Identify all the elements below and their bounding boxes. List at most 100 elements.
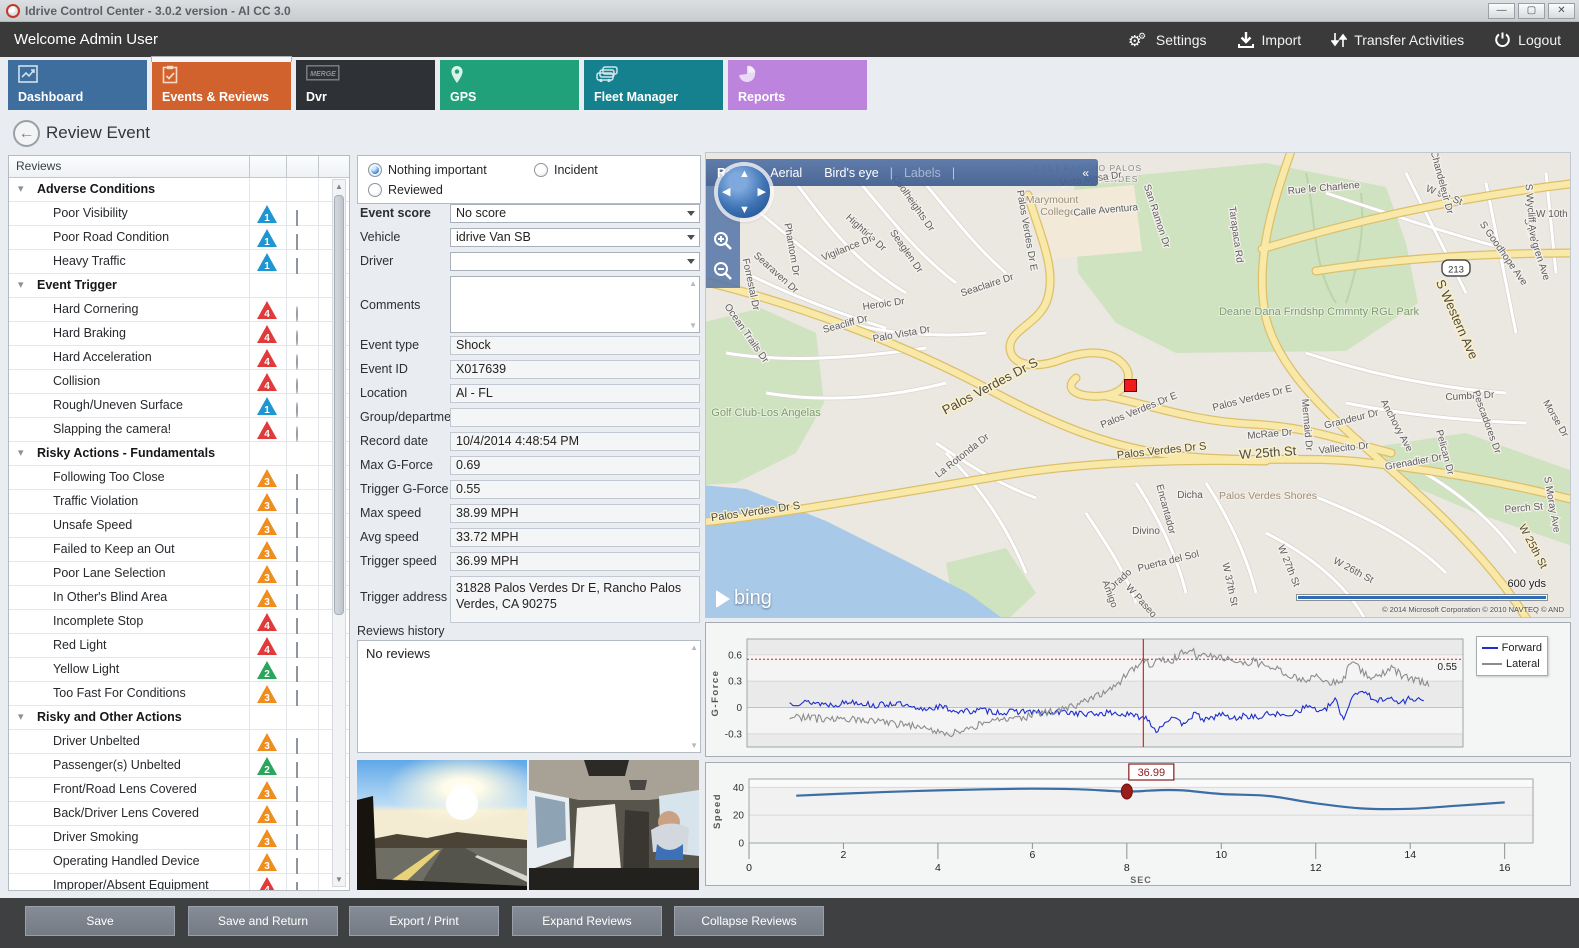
tree-item-row[interactable]: Red Light 4	[9, 634, 349, 658]
event-location-marker[interactable]	[1124, 379, 1137, 392]
tree-item-row[interactable]: Slapping the camera! 4	[9, 418, 349, 442]
tree-item-row[interactable]: Driver Smoking 3	[9, 826, 349, 850]
item-checkbox[interactable]	[296, 498, 298, 514]
save-and-return-button[interactable]: Save and Return	[188, 906, 338, 936]
tree-item-row[interactable]: Operating Handled Device 3	[9, 850, 349, 874]
map-style-bird-s-eye[interactable]: Bird's eye	[824, 165, 879, 180]
tree-item-row[interactable]: In Other's Blind Area 3	[9, 586, 349, 610]
tree-item-row[interactable]: Poor Road Condition 1	[9, 226, 349, 250]
tree-item-row[interactable]: Heavy Traffic 1	[9, 250, 349, 274]
item-checkbox[interactable]	[296, 234, 298, 250]
topbar-action-import[interactable]: Import	[1237, 31, 1301, 49]
item-checkbox[interactable]	[296, 522, 298, 538]
item-checkbox[interactable]	[296, 858, 298, 874]
item-checkbox[interactable]	[296, 210, 298, 226]
close-button[interactable]: ✕	[1548, 2, 1575, 19]
scroll-down-icon[interactable]: ▼	[335, 875, 343, 884]
scroll-up-icon[interactable]: ▲	[335, 182, 343, 191]
tree-item-row[interactable]: Failed to Keep an Out 3	[9, 538, 349, 562]
export-print-button[interactable]: Export / Print	[349, 906, 499, 936]
tree-item-row[interactable]: Yellow Light 2	[9, 658, 349, 682]
pan-right-icon[interactable]: ▶	[757, 186, 766, 198]
map-canvas[interactable]: EAST RANCHO PALOSVERDESMarymountCollegeD…	[705, 152, 1571, 618]
pan-down-icon[interactable]: ▼	[739, 204, 750, 216]
maximize-button[interactable]: ▢	[1518, 2, 1545, 19]
tree-item-row[interactable]: Hard Cornering 4	[9, 298, 349, 322]
tab-gps[interactable]: GPS	[440, 60, 579, 110]
tree-item-row[interactable]: Hard Braking 4	[9, 322, 349, 346]
item-checkbox[interactable]	[296, 258, 298, 274]
scroll-up-icon[interactable]: ▲	[689, 279, 697, 288]
driver-select[interactable]	[450, 252, 700, 271]
driver-camera-thumbnail[interactable]	[529, 760, 699, 890]
collapse-arrow-icon[interactable]: ▾	[18, 183, 24, 195]
tree-group-row[interactable]: ▾ Event Trigger	[9, 274, 349, 298]
tree-item-row[interactable]: Passenger(s) Unbelted 2	[9, 754, 349, 778]
scroll-down-icon[interactable]: ▼	[690, 741, 698, 750]
collapse-arrow-icon[interactable]: ▾	[18, 279, 24, 291]
collapse-reviews-button[interactable]: Collapse Reviews	[674, 906, 824, 936]
status-option-reviewed[interactable]: Reviewed	[368, 183, 443, 197]
item-radio[interactable]	[296, 354, 298, 370]
item-checkbox[interactable]	[296, 570, 298, 586]
tree-item-row[interactable]: Following Too Close 3	[9, 466, 349, 490]
topbar-action-logout[interactable]: Logout	[1494, 31, 1561, 48]
tree-item-row[interactable]: Poor Lane Selection 3	[9, 562, 349, 586]
item-radio[interactable]	[296, 306, 298, 322]
map-toolbar-collapse-button[interactable]: «	[1082, 165, 1089, 180]
item-checkbox[interactable]	[296, 666, 298, 682]
item-checkbox[interactable]	[296, 594, 298, 610]
pan-up-icon[interactable]: ▲	[739, 168, 750, 180]
forward-camera-thumbnail[interactable]	[357, 760, 527, 890]
reviews-tree-scrollbar[interactable]: ▲ ▼	[332, 179, 346, 887]
tree-item-row[interactable]: Traffic Violation 3	[9, 490, 349, 514]
topbar-action-settings[interactable]: ⚙ ⚙ Settings	[1127, 30, 1207, 50]
status-radio[interactable]	[534, 163, 548, 177]
save-button[interactable]: Save	[25, 906, 175, 936]
minimize-button[interactable]: —	[1488, 2, 1515, 19]
collapse-arrow-icon[interactable]: ▾	[18, 711, 24, 723]
tab-dashboard[interactable]: Dashboard	[8, 60, 147, 110]
item-checkbox[interactable]	[296, 786, 298, 802]
tree-group-row[interactable]: ▾ Adverse Conditions	[9, 178, 349, 202]
back-button[interactable]: ←	[13, 120, 40, 147]
event-score-select[interactable]: No score	[450, 204, 700, 223]
item-radio[interactable]	[296, 378, 298, 394]
tree-item-row[interactable]: Poor Visibility 1	[9, 202, 349, 226]
map-style-labels[interactable]: Labels	[903, 165, 941, 180]
tree-item-row[interactable]: Driver Unbelted 3	[9, 730, 349, 754]
status-radio[interactable]	[368, 163, 382, 177]
map-pan-control[interactable]: ▲ ▼ ◀ ▶	[718, 166, 770, 218]
tree-item-row[interactable]: Improper/Absent Equipment 4	[9, 874, 349, 890]
item-radio[interactable]	[296, 330, 298, 346]
collapse-arrow-icon[interactable]: ▾	[18, 447, 24, 459]
topbar-action-transfer-activities[interactable]: Transfer Activities	[1331, 31, 1464, 49]
zoom-in-button[interactable]	[713, 231, 733, 251]
pan-left-icon[interactable]: ◀	[722, 186, 731, 198]
tree-item-row[interactable]: Front/Road Lens Covered 3	[9, 778, 349, 802]
tab-events-reviews[interactable]: Events & Reviews	[151, 56, 292, 110]
item-checkbox[interactable]	[296, 834, 298, 850]
tree-item-row[interactable]: Too Fast For Conditions 3	[9, 682, 349, 706]
status-option-nothing-important[interactable]: Nothing important	[368, 163, 487, 177]
item-checkbox[interactable]	[296, 618, 298, 634]
tree-item-row[interactable]: Rough/Uneven Surface 1	[9, 394, 349, 418]
item-checkbox[interactable]	[296, 690, 298, 706]
expand-reviews-button[interactable]: Expand Reviews	[512, 906, 662, 936]
tab-reports[interactable]: Reports	[728, 60, 867, 110]
item-checkbox[interactable]	[296, 810, 298, 826]
item-checkbox[interactable]	[296, 882, 298, 890]
tab-fleet-manager[interactable]: Fleet Manager	[584, 60, 723, 110]
comments-textarea[interactable]: ▲ ▼	[450, 276, 700, 333]
tree-item-row[interactable]: Hard Acceleration 4	[9, 346, 349, 370]
status-radio[interactable]	[368, 183, 382, 197]
tree-item-row[interactable]: Unsafe Speed 3	[9, 514, 349, 538]
scroll-down-icon[interactable]: ▼	[689, 321, 697, 330]
item-checkbox[interactable]	[296, 762, 298, 778]
vehicle-select[interactable]: idrive Van SB	[450, 228, 700, 247]
item-checkbox[interactable]	[296, 642, 298, 658]
tree-group-row[interactable]: ▾ Risky Actions - Fundamentals	[9, 442, 349, 466]
zoom-out-button[interactable]	[713, 261, 733, 281]
map-style-aerial[interactable]: Aerial	[770, 165, 803, 180]
tree-group-row[interactable]: ▾ Risky and Other Actions	[9, 706, 349, 730]
